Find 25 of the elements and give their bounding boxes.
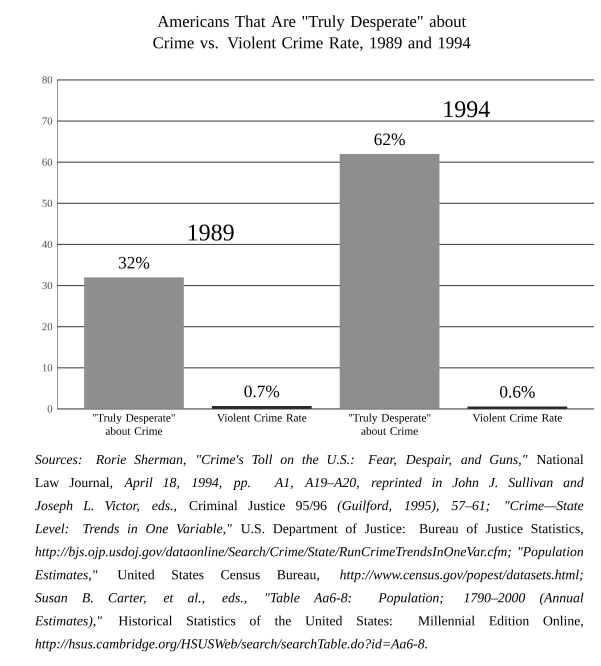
x-tick-label: Violent Crime Rate [472,414,562,422]
y-tick-label: 70 [42,117,52,125]
text: Sources: Rorie Sherman, "Crime's Toll on the U.S.: Fear, Despair, and Guns," National Law Journal, April 18, 1994, pp. A1, A19–A20, reprinted in John J. Sullivan and Joseph L. Victor, eds., Criminal Justice 95/96 (Guilford, 1995), 57–61; "Crime—State Level: Trends in One Variable," U.S. Department of Justice: Bureau of Justice Statistics, http://bjs.ojp.usdoj.gov/dataonline/Search/Crime/State/RunCrimeTrendsInOneVar.cfm; "Population Estimates," United States Census Bureau, http://www.census.gov/popest/datasets.html; Susan B. Carter, et al., eds., "Table Aa6-8: Population; 1790–2000 (Annual Estimates)," Historical Statistics of the United States: Millennial Edition Online, http://hsus.cambridge.org/HSUSWeb/search/searchTable.do?id=Aa6-8. [34,454,584,652]
y-tick-label: 80 [42,76,52,84]
x-tick-label: Violent Crime Rate [217,414,306,422]
data-label: 0.7% [244,386,280,398]
x-tick-label: "Truly Desperate" about Crime [348,414,431,435]
y-tick-label: 20 [42,323,52,330]
data-label: 32% [119,256,150,269]
annotation: 1994 [444,101,490,118]
y-tick-label: 60 [42,158,52,166]
data-label: 0.6% [500,386,535,398]
x-tick-label: "Truly Desperate" about Crime [93,414,175,435]
data-label: 62% [374,134,405,146]
bar [212,406,312,409]
y-tick-label: 30 [42,282,52,290]
bar [468,406,568,409]
annotation: 1989 [188,224,234,241]
bar [340,154,440,409]
y-tick-label: 10 [42,364,52,372]
chart-title: Americans That Are "Truly Desperate" about Crime vs. Violent Crime Rate, 1989 and 1994 [153,15,471,51]
y-tick-label: 40 [42,240,52,248]
y-tick-label: 0 [48,405,52,413]
y-tick-label: 50 [42,200,52,207]
bar [84,277,184,409]
